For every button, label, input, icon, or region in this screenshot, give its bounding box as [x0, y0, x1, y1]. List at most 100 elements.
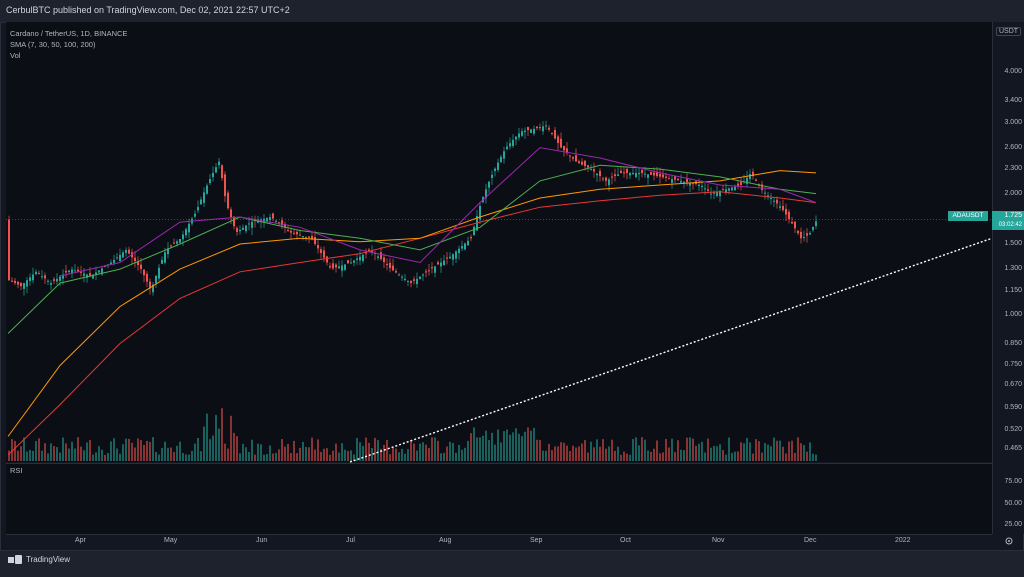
time-tick-label: Jun	[256, 537, 268, 544]
volume-bar	[626, 453, 628, 461]
candle-body	[278, 222, 280, 224]
volume-bar	[218, 428, 220, 461]
candle-body	[44, 275, 46, 279]
volume-bar	[647, 450, 649, 461]
volume-bar	[662, 452, 664, 461]
candle-body	[128, 249, 130, 254]
volume-bar	[227, 448, 229, 461]
candle-body	[215, 167, 217, 173]
volume-bar	[692, 438, 694, 461]
symbol-title[interactable]: Cardano / TetherUS, 1D, BINANCE	[10, 29, 128, 38]
candle-body	[269, 217, 271, 221]
candle-body	[773, 200, 775, 202]
volume-bar	[572, 445, 574, 461]
currency-selector[interactable]: USDT	[996, 27, 1022, 36]
volume-bar	[596, 439, 598, 461]
candle-body	[485, 189, 487, 198]
time-tick-label: Nov	[712, 537, 725, 544]
price-axis[interactable]	[992, 22, 1024, 534]
candle-body	[74, 270, 76, 272]
volume-bar	[671, 438, 673, 461]
candle-body	[503, 151, 505, 159]
candle-body	[113, 259, 115, 263]
volume-bar	[416, 450, 418, 461]
price-tick-label: 0.465	[1004, 445, 1022, 453]
candle-body	[458, 248, 460, 254]
volume-bar	[230, 415, 232, 461]
candle-body	[335, 264, 337, 268]
volume-bar	[719, 444, 721, 461]
candle-body	[761, 184, 763, 191]
candle-body	[236, 227, 238, 232]
candle-body	[176, 241, 178, 244]
candle-body	[527, 126, 529, 131]
volume-bar	[605, 448, 607, 461]
volume-bar	[737, 451, 739, 461]
tradingview-logo[interactable]: TradingView	[8, 555, 70, 564]
volume-bar	[338, 452, 340, 461]
volume-bar	[134, 447, 136, 461]
candle-body	[572, 157, 574, 159]
candle-body	[290, 230, 292, 233]
candle-body	[713, 192, 715, 194]
volume-bar	[296, 453, 298, 461]
candle-body	[680, 180, 682, 183]
candle-body	[26, 280, 28, 287]
candle-body	[413, 279, 415, 281]
candle-body	[170, 245, 172, 247]
candle-body	[245, 225, 247, 232]
candle-body	[11, 280, 13, 282]
volume-bar	[413, 443, 415, 461]
volume-bar	[359, 442, 361, 461]
volume-bar	[194, 443, 196, 461]
volume-indicator-label[interactable]: Vol	[10, 51, 21, 60]
volume-bar	[95, 452, 97, 461]
volume-bar	[458, 445, 460, 461]
volume-bar	[812, 453, 814, 461]
volume-bar	[716, 446, 718, 461]
settings-gear-icon[interactable]	[1004, 536, 1014, 546]
candle-body	[326, 256, 328, 263]
candle-body	[380, 252, 382, 260]
volume-bar	[77, 437, 79, 461]
volume-bar	[521, 436, 523, 461]
candle-body	[314, 237, 316, 244]
volume-bar	[725, 454, 727, 461]
volume-bar	[680, 449, 682, 461]
volume-bar	[659, 453, 661, 461]
volume-bar	[782, 446, 784, 461]
volume-bar	[140, 440, 142, 461]
candle-body	[200, 199, 202, 205]
volume-bar	[767, 444, 769, 461]
candle-body	[794, 221, 796, 229]
volume-bar	[377, 440, 379, 461]
candle-body	[149, 281, 151, 289]
candle-body	[626, 168, 628, 173]
volume-bar	[494, 444, 496, 461]
volume-bar	[323, 448, 325, 461]
volume-bar	[683, 450, 685, 461]
time-tick-label: Aug	[439, 537, 452, 544]
main-chart-pane[interactable]	[6, 22, 992, 462]
candle-body	[404, 278, 406, 281]
candle-body	[356, 258, 358, 260]
candle-body	[101, 268, 103, 275]
volume-bar	[704, 452, 706, 461]
candle-body	[392, 265, 394, 271]
candle-body	[275, 220, 277, 222]
volume-bar	[461, 449, 463, 461]
candle-body	[464, 243, 466, 250]
candle-body	[671, 179, 673, 183]
candle-body	[449, 256, 451, 259]
candle-body	[425, 271, 427, 273]
volume-bar	[815, 454, 817, 461]
candle-body	[545, 125, 547, 127]
volume-bar	[215, 414, 217, 461]
volume-bar	[425, 444, 427, 461]
volume-bar	[569, 450, 571, 461]
rsi-pane[interactable]	[6, 463, 992, 534]
sma-indicator-label[interactable]: SMA (7, 30, 50, 100, 200)	[10, 40, 96, 49]
volume-bar	[275, 452, 277, 461]
time-axis[interactable]	[6, 534, 992, 551]
rsi-indicator-label[interactable]: RSI	[10, 466, 23, 475]
